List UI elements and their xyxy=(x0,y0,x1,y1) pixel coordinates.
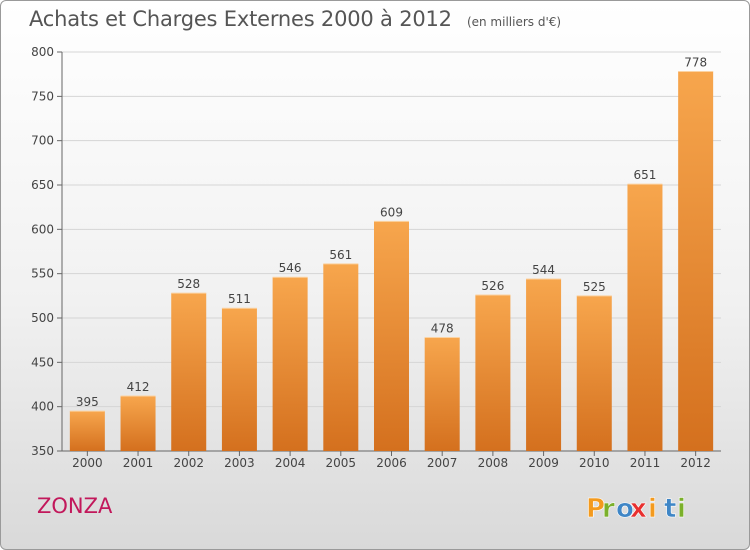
x-tick-label: 2012 xyxy=(680,456,711,470)
x-tick-label: 2010 xyxy=(579,456,610,470)
data-label: 651 xyxy=(634,168,657,182)
y-tick-label: 550 xyxy=(31,267,54,281)
bar xyxy=(120,396,156,451)
logo-letter: r xyxy=(602,494,615,524)
y-tick-label: 450 xyxy=(31,355,54,369)
bar xyxy=(526,278,562,451)
bar xyxy=(374,221,409,451)
y-tick-label: 400 xyxy=(31,400,54,414)
y-tick-label: 800 xyxy=(31,45,54,59)
data-label: 546 xyxy=(279,261,302,275)
y-tick-label: 750 xyxy=(31,89,54,103)
x-tick-label: 2008 xyxy=(478,456,509,470)
bar xyxy=(69,411,105,451)
x-tick-label: 2009 xyxy=(528,456,559,470)
x-tick-label: 2002 xyxy=(173,456,204,470)
data-label: 778 xyxy=(684,56,707,70)
y-tick-label: 600 xyxy=(31,222,54,236)
x-tick-label: 2000 xyxy=(72,456,103,470)
data-label: 528 xyxy=(177,277,200,291)
x-tick-label: 2003 xyxy=(224,456,255,470)
logo-letter: x xyxy=(630,494,647,524)
x-tick-label: 2005 xyxy=(326,456,357,470)
x-tick-label: 2007 xyxy=(427,456,458,470)
y-tick-label: 650 xyxy=(31,178,54,192)
chart-title: Achats et Charges Externes 2000 à 2012 xyxy=(29,7,452,31)
logo-letter: P xyxy=(586,494,605,524)
data-label: 526 xyxy=(481,279,504,293)
logo-letter: i xyxy=(648,494,657,524)
bar xyxy=(627,184,663,451)
bar xyxy=(221,308,257,451)
bar xyxy=(272,277,308,451)
x-tick-label: 2006 xyxy=(376,456,407,470)
proxiti-logo: Pr ox i t i xyxy=(586,494,687,525)
chart-header: Achats et Charges Externes 2000 à 2012 (… xyxy=(29,7,561,31)
x-tick-label: 2011 xyxy=(630,456,661,470)
bar xyxy=(678,71,714,452)
commune-name: ZONZA xyxy=(37,494,113,518)
y-tick-label: 500 xyxy=(31,311,54,325)
data-label: 478 xyxy=(431,322,454,336)
x-tick-label: 2004 xyxy=(275,456,306,470)
data-label: 511 xyxy=(228,292,251,306)
bar xyxy=(475,294,511,451)
data-label: 609 xyxy=(380,205,403,219)
logo-letter: t xyxy=(664,494,676,524)
data-label: 525 xyxy=(583,280,606,294)
chart-subtitle: (en milliers d'€) xyxy=(466,15,562,29)
bar xyxy=(424,337,460,451)
bar xyxy=(323,263,359,451)
x-tick-label: 2001 xyxy=(123,456,154,470)
bar xyxy=(576,295,612,451)
bar xyxy=(171,293,207,451)
y-tick-label: 350 xyxy=(31,444,54,458)
data-label: 395 xyxy=(76,395,99,409)
data-label: 412 xyxy=(127,380,150,394)
logo-letter: i xyxy=(677,494,686,524)
data-label: 561 xyxy=(329,248,352,262)
data-label: 544 xyxy=(532,263,555,277)
y-tick-label: 700 xyxy=(31,134,54,148)
logo-letter: o xyxy=(616,494,634,524)
